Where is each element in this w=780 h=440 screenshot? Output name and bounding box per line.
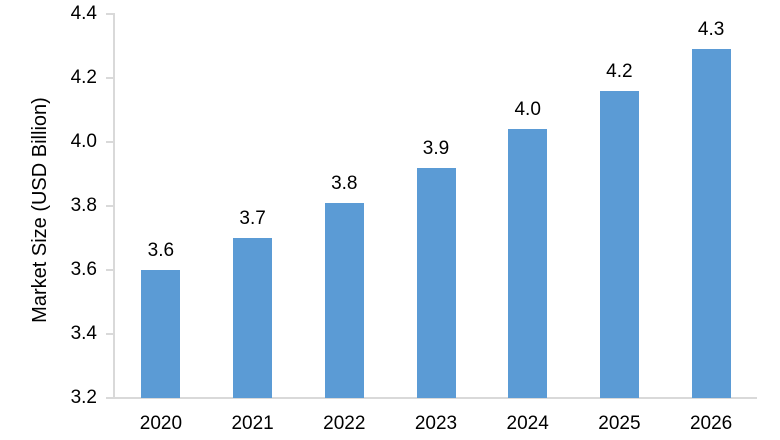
y-tick-mark	[106, 205, 115, 207]
bar-value-label: 4.3	[697, 19, 725, 41]
y-tick-label: 3.2	[70, 387, 97, 408]
bar-value-label: 3.7	[239, 208, 266, 229]
y-tick-label: 3.4	[70, 323, 97, 344]
bar-value-label: 3.9	[422, 137, 450, 159]
y-axis-line	[113, 14, 115, 399]
x-tick-label: 2021	[231, 413, 274, 434]
y-tick-label: 3.8	[70, 195, 97, 216]
x-tick-label: 2026	[689, 413, 733, 434]
y-tick-mark	[106, 13, 115, 15]
x-tick-label: 2023	[414, 413, 458, 434]
y-tick-mark	[106, 269, 115, 271]
bar-2021	[233, 238, 273, 398]
y-tick-mark	[106, 333, 115, 335]
y-tick-label: 4.4	[70, 3, 97, 24]
x-tick-label: 2022	[323, 413, 366, 434]
x-tick-label: 2020	[139, 413, 183, 434]
y-tick-label: 3.6	[70, 259, 97, 280]
y-tick-mark	[106, 77, 115, 79]
bar-2025	[599, 90, 639, 398]
bar-2022	[324, 202, 364, 398]
bar-value-label: 4.0	[514, 99, 541, 121]
bar-value-label: 4.2	[606, 60, 633, 82]
x-tick-label: 2025	[598, 413, 641, 434]
x-axis-line	[106, 397, 757, 399]
bar-2026	[691, 49, 731, 398]
y-tick-label: 4.2	[70, 67, 97, 88]
bar-2020	[141, 270, 181, 398]
bar-value-label: 3.8	[331, 172, 358, 194]
bar-2023	[416, 167, 456, 398]
y-tick-label: 4.0	[70, 131, 97, 152]
bar-2024	[508, 129, 548, 398]
y-tick-mark	[106, 141, 115, 143]
bar-value-label: 3.6	[147, 240, 175, 261]
x-tick-label: 2024	[506, 413, 549, 434]
